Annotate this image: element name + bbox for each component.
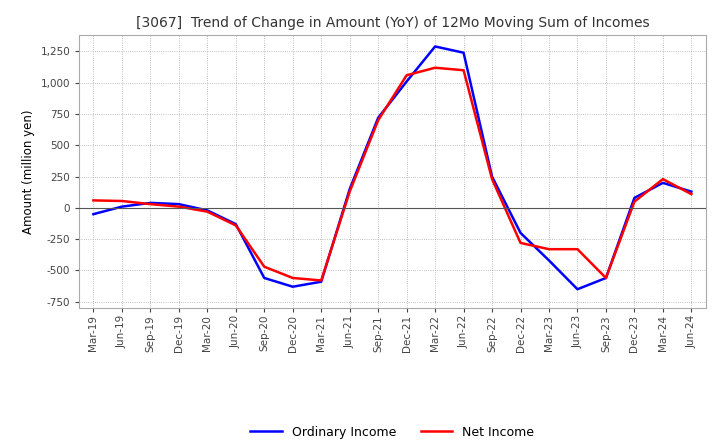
- Ordinary Income: [260, 275, 269, 281]
- Net Income: [89, 198, 98, 203]
- Net Income: [602, 275, 611, 281]
- Legend: Ordinary Income, Net Income: Ordinary Income, Net Income: [246, 421, 539, 440]
- Ordinary Income: [687, 189, 696, 194]
- Ordinary Income: [232, 221, 240, 227]
- Ordinary Income: [117, 204, 126, 209]
- Ordinary Income: [374, 115, 382, 121]
- Ordinary Income: [630, 195, 639, 201]
- Net Income: [174, 204, 183, 209]
- Ordinary Income: [459, 50, 468, 55]
- Line: Net Income: Net Income: [94, 68, 691, 280]
- Y-axis label: Amount (million yen): Amount (million yen): [22, 110, 35, 234]
- Net Income: [516, 240, 525, 246]
- Net Income: [232, 223, 240, 228]
- Ordinary Income: [346, 187, 354, 192]
- Title: [3067]  Trend of Change in Amount (YoY) of 12Mo Moving Sum of Incomes: [3067] Trend of Change in Amount (YoY) o…: [135, 16, 649, 30]
- Ordinary Income: [602, 275, 611, 281]
- Net Income: [573, 246, 582, 252]
- Net Income: [630, 199, 639, 204]
- Ordinary Income: [573, 286, 582, 292]
- Ordinary Income: [516, 230, 525, 235]
- Ordinary Income: [203, 208, 212, 213]
- Net Income: [289, 275, 297, 281]
- Net Income: [260, 264, 269, 269]
- Net Income: [487, 176, 496, 182]
- Ordinary Income: [174, 202, 183, 207]
- Net Income: [317, 278, 325, 283]
- Ordinary Income: [545, 258, 554, 263]
- Net Income: [117, 198, 126, 204]
- Ordinary Income: [487, 174, 496, 179]
- Net Income: [659, 176, 667, 182]
- Line: Ordinary Income: Ordinary Income: [94, 47, 691, 289]
- Net Income: [459, 68, 468, 73]
- Ordinary Income: [431, 44, 439, 49]
- Net Income: [431, 65, 439, 70]
- Ordinary Income: [659, 180, 667, 186]
- Net Income: [346, 189, 354, 194]
- Ordinary Income: [289, 284, 297, 290]
- Net Income: [687, 191, 696, 197]
- Net Income: [402, 73, 411, 78]
- Ordinary Income: [402, 79, 411, 84]
- Ordinary Income: [89, 212, 98, 217]
- Net Income: [545, 246, 554, 252]
- Net Income: [146, 202, 155, 207]
- Ordinary Income: [146, 200, 155, 205]
- Net Income: [203, 209, 212, 214]
- Ordinary Income: [317, 279, 325, 284]
- Net Income: [374, 117, 382, 123]
